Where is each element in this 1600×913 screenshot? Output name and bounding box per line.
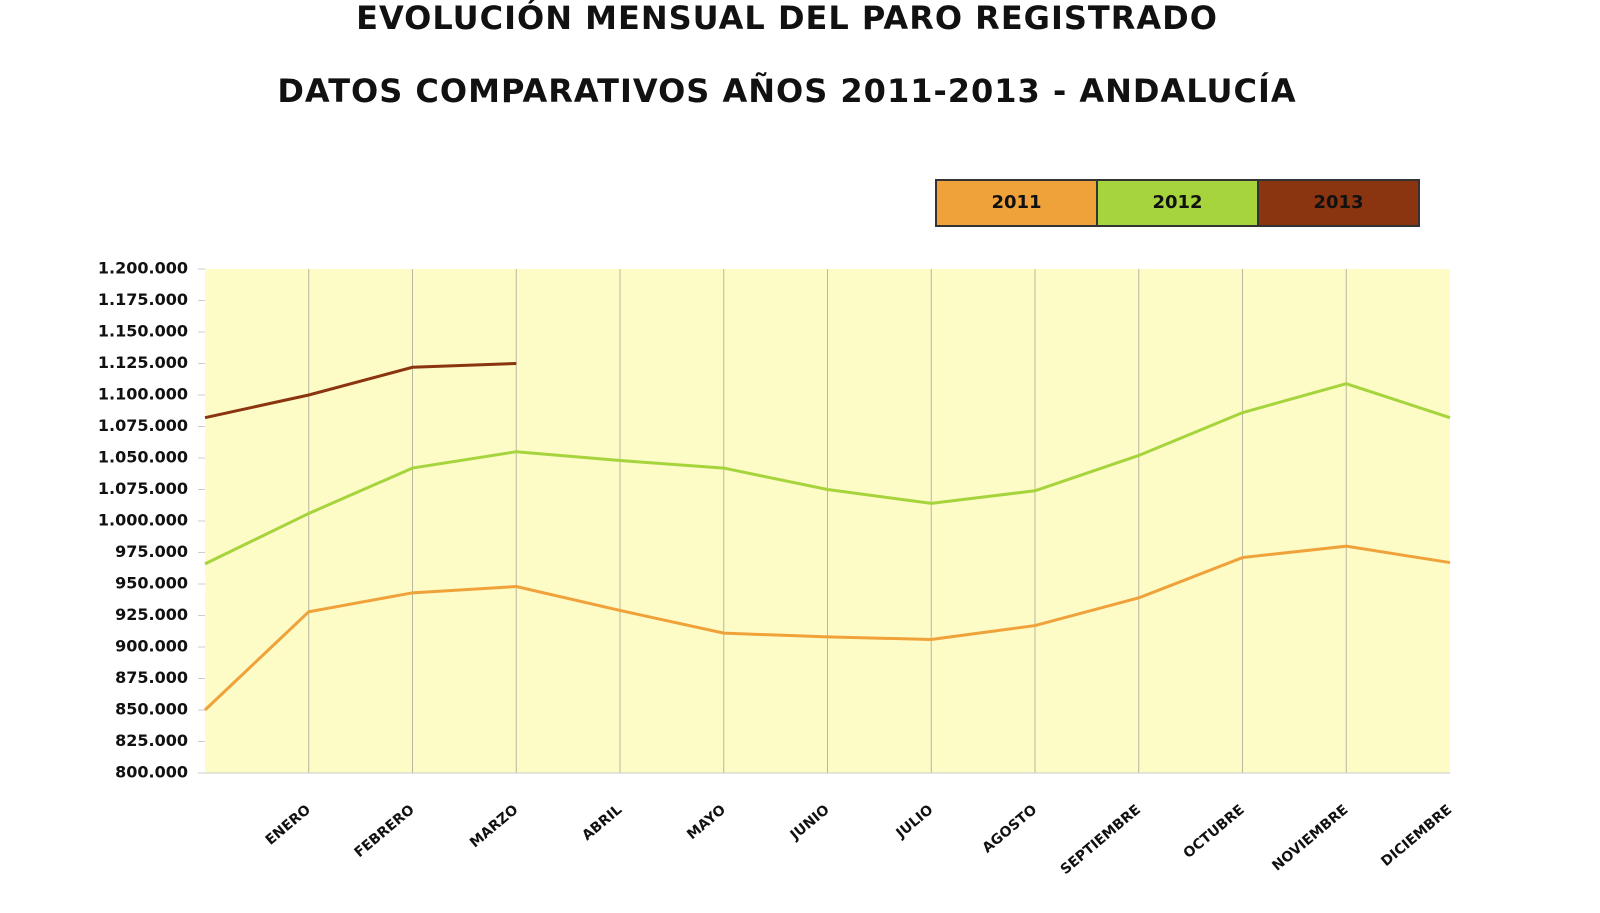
y-tick-label: 1.000.000 (98, 511, 188, 530)
x-tick-label: ABRIL (579, 802, 625, 844)
x-tick-label: SEPTIEMBRE (1058, 802, 1144, 878)
y-tick-label: 1.050.000 (98, 448, 188, 467)
y-tick-label: 1.175.000 (98, 290, 188, 309)
chart-title: EVOLUCIÓN MENSUAL DEL PARO REGISTRADO (356, 0, 1218, 37)
x-tick-label: AGOSTO (979, 802, 1040, 857)
y-tick-label: 950.000 (115, 574, 188, 593)
y-tick-label: 1.100.000 (98, 385, 188, 404)
x-tick-label: FEBRERO (352, 802, 418, 861)
legend-swatch (935, 179, 1098, 227)
legend-label: 2012 (1152, 192, 1202, 213)
series-line (203, 544, 1451, 712)
series-line (204, 382, 1451, 566)
y-tick-label: 1.125.000 (98, 353, 188, 372)
legend-label: 2013 (1313, 192, 1363, 213)
x-tick-label: JULIO (893, 802, 937, 842)
y-tick-label: 1.200.000 (98, 259, 188, 278)
x-tick-label: NOVIEMBRE (1269, 802, 1351, 875)
y-tick-label: 900.000 (115, 637, 188, 656)
x-tick-label: DICIEMBRE (1378, 802, 1455, 870)
y-tick-label: 1.075.000 (98, 479, 188, 498)
legend-swatch (1257, 179, 1420, 227)
chart-subtitle: DATOS COMPARATIVOS AÑOS 2011-2013 - ANDA… (277, 72, 1296, 110)
y-tick-label: 850.000 (115, 700, 188, 719)
y-tick-label: 1.075.000 (98, 416, 188, 435)
y-tick-label: 925.000 (115, 605, 188, 624)
y-tick-label: 825.000 (115, 731, 188, 750)
y-tick-label: 975.000 (115, 542, 188, 561)
y-tick-label: 875.000 (115, 668, 188, 687)
x-tick-label: MARZO (467, 802, 521, 851)
y-tick-label: 800.000 (115, 763, 188, 782)
series-line (204, 362, 517, 420)
x-tick-label: MAYO (684, 802, 729, 843)
x-tick-label: OCTUBRE (1181, 802, 1248, 862)
legend-label: 2011 (991, 192, 1041, 213)
x-tick-label: ENERO (263, 802, 314, 849)
y-tick-label: 1.150.000 (98, 322, 188, 341)
x-tick-label: JUNIO (787, 802, 833, 844)
